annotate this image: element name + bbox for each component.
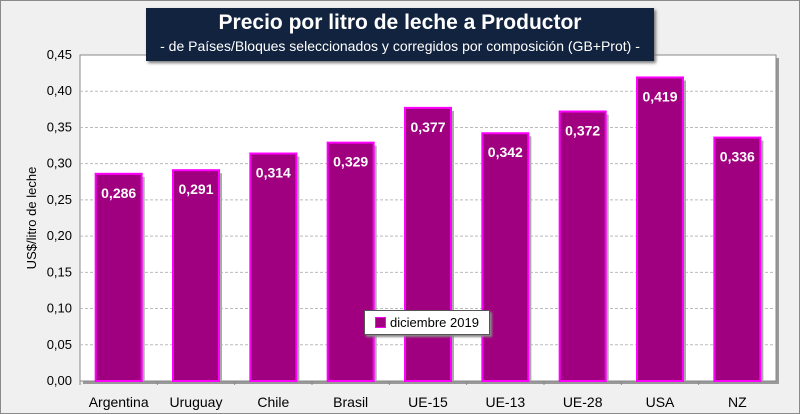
x-tick-label: UE-13 — [485, 394, 525, 410]
y-tick-label: 0,30 — [47, 156, 72, 171]
data-label: 0,336 — [720, 149, 755, 165]
data-label: 0,329 — [333, 154, 368, 170]
y-axis-label: US$/litro de leche — [24, 167, 39, 270]
x-tick-label: Brasil — [333, 394, 368, 410]
bar-usa — [636, 76, 684, 383]
y-tick-label: 0,15 — [47, 264, 72, 279]
data-label: 0,372 — [565, 123, 600, 139]
data-label: 0,419 — [642, 88, 677, 104]
bar-brasil — [326, 141, 375, 382]
x-tick-label: USA — [646, 394, 675, 410]
data-label: 0,314 — [256, 165, 291, 181]
chart-subtitle: - de Países/Bloques seleccionados y corr… — [160, 38, 640, 54]
x-tick-label: UE-15 — [408, 394, 448, 410]
bar-chile — [249, 152, 298, 382]
y-tick-label: 0,00 — [47, 373, 72, 388]
data-label: 0,342 — [488, 144, 523, 160]
legend-label: diciembre 2019 — [390, 315, 479, 330]
title-box: Precio por litro de leche a Productor - … — [146, 8, 654, 61]
x-tick-label: UE-28 — [563, 394, 603, 410]
y-tick-label: 0,25 — [47, 192, 72, 207]
data-label: 0,291 — [178, 181, 213, 197]
y-tick-label: 0,35 — [47, 119, 72, 134]
bar-ue-15 — [404, 106, 452, 383]
legend-swatch — [375, 317, 387, 328]
x-tick-label: Argentina — [89, 394, 149, 410]
data-label: 0,377 — [410, 119, 445, 135]
y-tick-label: 0,20 — [47, 228, 72, 243]
data-label: 0,286 — [101, 185, 136, 201]
x-tick-label: Uruguay — [170, 394, 223, 410]
legend: diciembre 2019 — [364, 310, 490, 335]
x-tick-label: Chile — [257, 394, 289, 410]
y-tick-label: 0,45 — [47, 47, 72, 62]
bar-argentina — [94, 172, 143, 382]
x-tick-label: NZ — [728, 394, 747, 410]
y-tick-label: 0,10 — [47, 301, 72, 316]
y-tick-label: 0,40 — [47, 83, 72, 98]
bar-ue-13 — [481, 132, 530, 382]
chart-title: Precio por litro de leche a Productor — [218, 11, 582, 34]
bar-nz — [713, 136, 762, 382]
y-tick-label: 0,05 — [47, 337, 72, 352]
bar-uruguay — [172, 169, 220, 382]
bar-ue-28 — [558, 110, 607, 383]
